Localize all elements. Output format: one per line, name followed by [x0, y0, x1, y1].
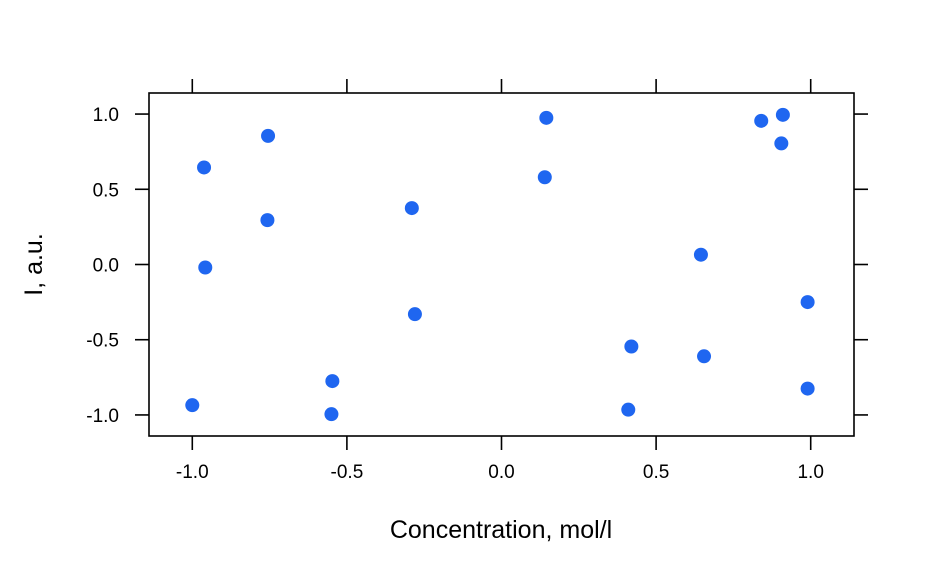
data-point — [260, 213, 275, 228]
data-point — [621, 402, 636, 417]
data-point — [324, 407, 339, 422]
data-point — [774, 136, 789, 151]
data-point — [325, 374, 340, 389]
data-point — [185, 398, 200, 413]
data-point — [197, 160, 212, 175]
data-point — [800, 381, 815, 396]
data-point — [261, 128, 276, 143]
data-point — [537, 170, 552, 185]
tick-labels: -1.0 -0.5 0.0 0.5 1.0 -1.0 -0.5 0.0 0.5 1.0 — [86, 105, 824, 483]
y-tick-label: -1.0 — [86, 406, 119, 427]
y-tick-label: 1.0 — [93, 105, 119, 126]
data-point — [624, 339, 639, 354]
data-point — [539, 110, 554, 125]
y-tick-label: -0.5 — [86, 331, 119, 352]
y-tick-label: 0.0 — [93, 256, 119, 277]
x-axis-title: Concentration, mol/l — [390, 516, 612, 544]
axis-ticks — [135, 79, 868, 450]
data-points — [185, 107, 815, 422]
y-axis-title: I, a.u. — [20, 233, 48, 296]
x-tick-label: 0.0 — [488, 462, 514, 483]
data-point — [198, 260, 213, 275]
data-point — [800, 295, 815, 310]
x-tick-label: 1.0 — [797, 462, 823, 483]
data-point — [693, 247, 708, 262]
data-point — [775, 107, 790, 122]
data-point — [404, 201, 419, 216]
y-tick-label: 0.5 — [93, 180, 119, 201]
x-tick-label: -1.0 — [176, 462, 209, 483]
plot-frame — [148, 92, 855, 437]
data-point — [407, 307, 422, 322]
x-tick-label: 0.5 — [643, 462, 669, 483]
x-tick-label: -0.5 — [331, 462, 364, 483]
data-point — [754, 113, 769, 128]
data-point — [697, 349, 712, 364]
